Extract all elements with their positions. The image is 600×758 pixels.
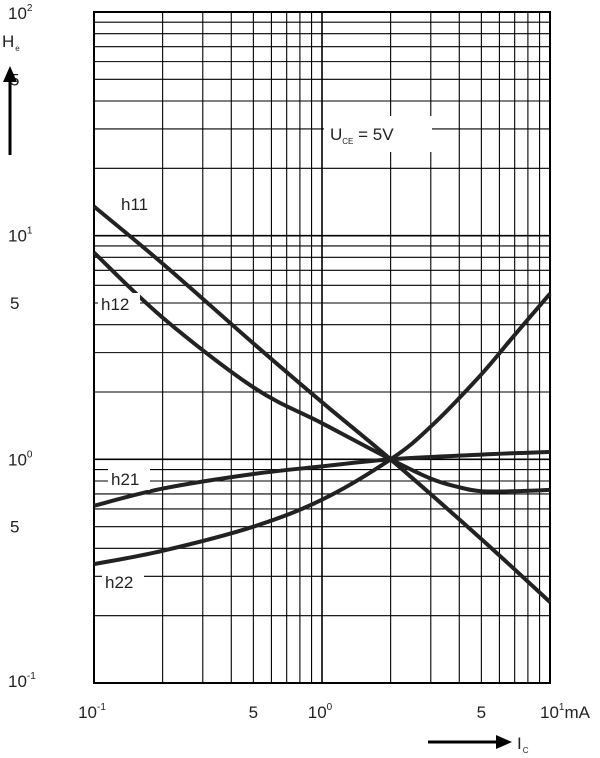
series-line-h22 (93, 292, 552, 567)
tick-label: 102 (8, 3, 33, 23)
tick-label: 5 (249, 703, 258, 722)
x-axis-label: IC (428, 734, 529, 755)
svg-text:IC: IC (517, 734, 529, 755)
series-label-h22: h22 (105, 573, 133, 592)
tick-label: 100 (308, 702, 333, 722)
tick-label: 100 (8, 449, 33, 469)
series-label-h21: h21 (111, 470, 139, 489)
tick-label: 101mA (540, 702, 591, 722)
tick-label: 10-1 (8, 671, 36, 691)
grid (94, 12, 550, 683)
svg-text:5: 5 (10, 518, 19, 537)
svg-text:100: 100 (308, 702, 333, 722)
svg-text:102: 102 (8, 3, 33, 23)
series-label-h12: h12 (101, 295, 129, 314)
svg-text:101mA: 101mA (540, 702, 591, 722)
series-label-bg (118, 193, 160, 215)
arrow-right-icon (428, 735, 512, 749)
svg-text:5: 5 (10, 294, 19, 313)
tick-label: 101 (8, 226, 33, 246)
plot-frame (93, 11, 551, 684)
series-line-h21 (93, 449, 551, 508)
annotation-uce: UCE = 5V (330, 125, 394, 146)
series-label-bg (102, 571, 144, 593)
svg-text:5: 5 (477, 703, 486, 722)
svg-text:10-1: 10-1 (78, 702, 106, 722)
svg-text:5: 5 (249, 703, 258, 722)
tick-label: 10-1 (78, 702, 106, 722)
curves (92, 204, 552, 604)
svg-text:He: He (2, 32, 20, 53)
x-tick-labels: 10-1 5 100 5 101mA (78, 702, 591, 722)
series-line-h11 (92, 204, 552, 604)
arrow-up-icon (3, 66, 17, 155)
svg-text:101: 101 (8, 226, 33, 246)
svg-text:100: 100 (8, 449, 33, 469)
series-label-bg (98, 293, 140, 315)
series-label-bg (108, 468, 150, 490)
annotation-bg (324, 116, 432, 152)
svg-text:10-1: 10-1 (8, 671, 36, 691)
y-axis-label: He (2, 32, 20, 155)
tick-label: 5 (10, 294, 19, 313)
y-tick-labels: 10-1510051015102 (8, 3, 36, 691)
series-label-h11: h11 (121, 195, 148, 214)
tick-label: 5 (477, 703, 486, 722)
curve-labels: h11 h12 h21 h22 (98, 193, 160, 593)
tick-label: 5 (10, 518, 19, 537)
